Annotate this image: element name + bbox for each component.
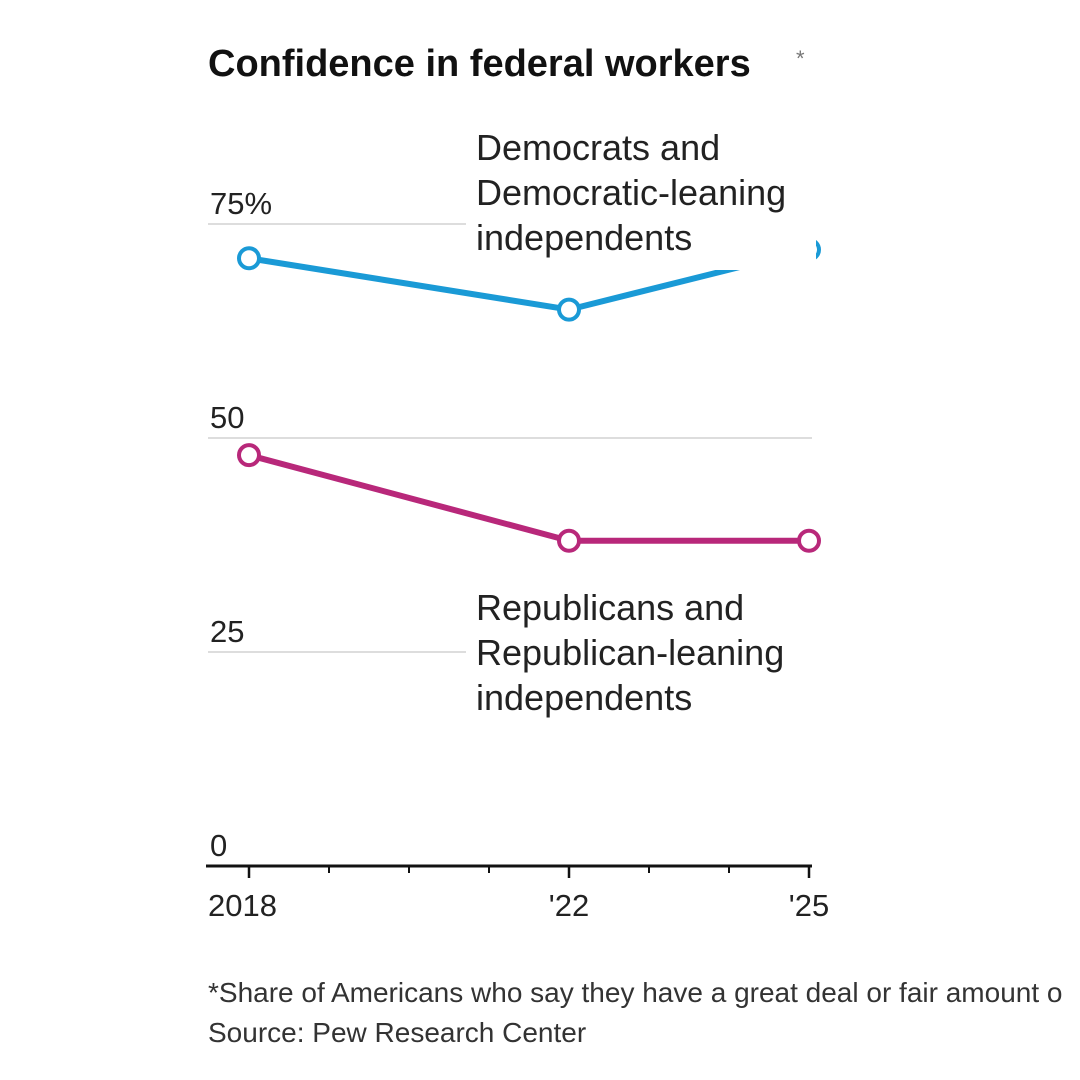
source-note: Source: Pew Research Center [208, 1017, 586, 1048]
series-label-1-line-0: Republicans and [476, 587, 744, 628]
y-tick-label-0: 0 [210, 828, 227, 863]
x-axis: 2018 '22 '25 [206, 864, 829, 923]
data-point-1-2022 [557, 528, 581, 553]
x-tick-label-2018: 2018 [208, 888, 277, 923]
series-label-1-line-2: independents [476, 677, 692, 718]
series-label-0-line-1: Democratic-leaning [476, 172, 786, 213]
series-label-1-line-1: Republican-leaning [476, 632, 784, 673]
data-point-1-2018 [237, 443, 261, 468]
series-line-1 [246, 452, 812, 544]
series-lines [237, 237, 821, 553]
title-asterisk: * [796, 46, 805, 71]
y-tick-label-25: 25 [210, 614, 244, 649]
series-labels: Democrats andDemocratic-leaningindepende… [466, 126, 816, 730]
data-point-1-2025 [797, 528, 821, 553]
series-label-0-line-2: independents [476, 217, 692, 258]
y-axis-ticks: 0 25 50 75% [210, 186, 272, 863]
y-tick-label-50: 50 [210, 400, 244, 435]
data-point-0-2018 [237, 246, 261, 271]
series-label-backdrop-0 [466, 126, 816, 270]
y-tick-label-75: 75% [210, 186, 272, 221]
data-point-0-2022 [557, 297, 581, 322]
series-label-0-line-0: Democrats and [476, 127, 720, 168]
x-tick-label-2025: '25 [789, 888, 829, 923]
series-label-backdrop-1 [466, 586, 816, 730]
footnote: *Share of Americans who say they have a … [208, 977, 1062, 1008]
x-tick-label-2022: '22 [549, 888, 589, 923]
chart-title: Confidence in federal workers [208, 43, 751, 85]
